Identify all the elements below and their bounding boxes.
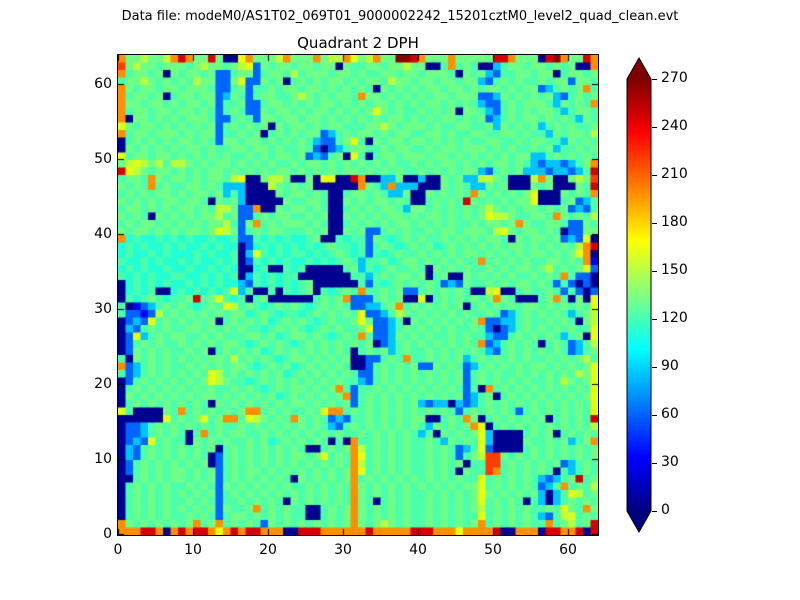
colorbar-tick-label: 60 (661, 406, 679, 422)
colorbar-tick-label: 270 (661, 70, 688, 86)
x-tick-label: 60 (559, 542, 577, 558)
colorbar-tick-label: 240 (661, 118, 688, 134)
colorbar-tick-label: 150 (661, 262, 688, 278)
y-tick-label: 50 (94, 151, 112, 167)
colorbar (626, 57, 652, 534)
x-tick-label: 40 (409, 542, 427, 558)
colorbar-tick (652, 79, 657, 80)
colorbar-tick-label: 0 (661, 502, 670, 518)
heatmap-plot (118, 55, 598, 535)
axes-frame (117, 54, 599, 536)
colorbar-tick-label: 210 (661, 166, 688, 182)
colorbar-tick (652, 223, 657, 224)
colorbar-tick-label: 30 (661, 454, 679, 470)
chart-title: Quadrant 2 DPH (297, 34, 419, 52)
colorbar-tick-label: 120 (661, 310, 688, 326)
colorbar-extend-min-arrow (627, 511, 651, 532)
x-tick-label: 0 (113, 542, 123, 558)
colorbar-tick (652, 319, 657, 320)
colorbar-tick-label: 180 (661, 214, 688, 230)
x-tick-label: 10 (184, 542, 202, 558)
x-tick-label: 20 (259, 542, 277, 558)
data-file-label: Data file: modeM0/AS1T02_069T01_90000022… (121, 9, 679, 24)
y-tick-label: 10 (94, 451, 112, 467)
y-tick-label: 0 (103, 526, 112, 542)
x-tick-label: 50 (484, 542, 502, 558)
x-tick-label: 30 (334, 542, 352, 558)
colorbar-tick (652, 271, 657, 272)
colorbar-tick (652, 175, 657, 176)
y-tick-label: 20 (94, 376, 112, 392)
y-tick-label: 60 (94, 76, 112, 92)
colorbar-tick (652, 415, 657, 416)
y-tick-label: 40 (94, 226, 112, 242)
colorbar-tick (652, 127, 657, 128)
colorbar-tick-label: 90 (661, 358, 679, 374)
colorbar-tick (652, 367, 657, 368)
y-tick-label: 30 (94, 301, 112, 317)
colorbar-tick (652, 463, 657, 464)
colorbar-extend-max-arrow (627, 58, 651, 79)
colorbar-tick (652, 511, 657, 512)
